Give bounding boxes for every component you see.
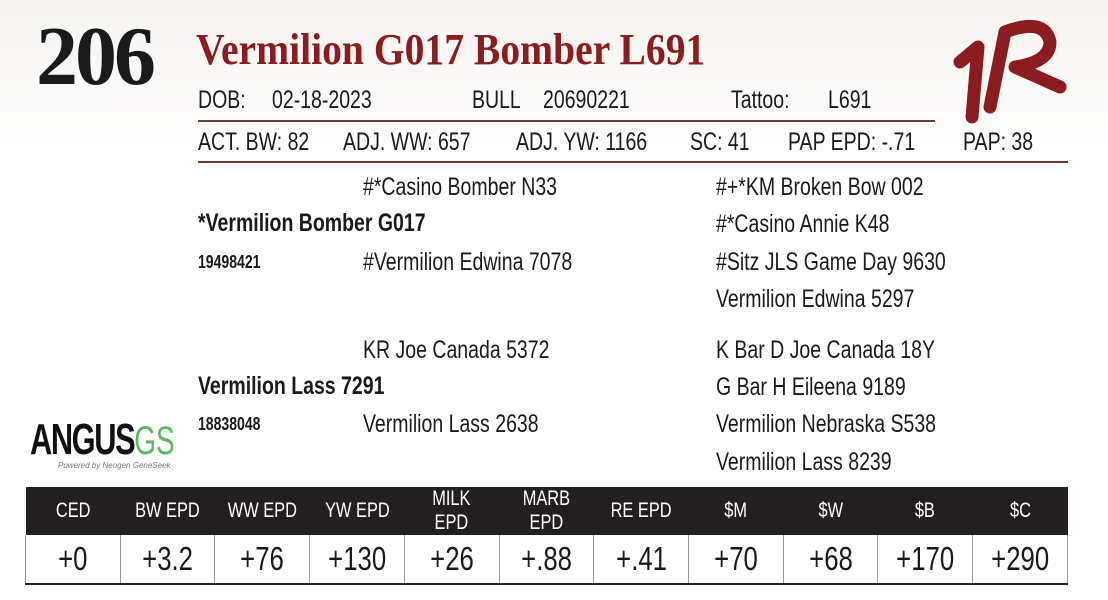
stat-adj-yw: ADJ. YW: 1166 [516, 128, 648, 156]
sire-dam-dam: Vermilion Edwina 5297 [716, 285, 915, 313]
stat-act-bw: ACT. BW: 82 [198, 128, 310, 156]
divider [198, 120, 935, 122]
stat-pap-epd: PAP EPD: -.71 [788, 128, 916, 156]
epd-header: $M [688, 487, 784, 535]
sire-reg: 19498421 [198, 252, 261, 272]
epd-header: $B [877, 487, 973, 535]
tattoo-label: Tattoo: [731, 86, 790, 114]
angus-gs-logo: ANGUSGS Powered by Neogen GeneSeek [30, 415, 237, 470]
epd-value-row: +0 +3.2 +76 +130 +26 +.88 +.41 +70 +68 +… [25, 535, 1068, 585]
epd-value: +3.2 [120, 535, 216, 585]
lot-number: 206 [36, 10, 156, 103]
sex: BULL [472, 86, 521, 114]
epd-value: +26 [404, 535, 500, 585]
dam-reg: 18838048 [198, 414, 261, 434]
epd-value: +70 [688, 535, 784, 585]
epd-value: +290 [972, 535, 1068, 585]
epd-header: MARB EPD [499, 487, 594, 535]
epd-value: +0 [25, 535, 121, 585]
epd-header: YW EPD [309, 487, 405, 535]
vr-brand-logo [953, 19, 1067, 124]
epd-header: MILK EPD [404, 487, 500, 535]
tattoo-value: L691 [828, 86, 872, 114]
divider [198, 161, 1068, 163]
epd-header-row: CED BW EPD WW EPD YW EPD MILK EPD MARB E… [25, 487, 1068, 535]
dam-dam: Vermilion Lass 2638 [363, 410, 539, 438]
epd-header: $C [972, 487, 1068, 535]
angus-tagline: Powered by Neogen GeneSeek [58, 461, 171, 470]
dam-sire-sire: K Bar D Joe Canada 18Y [716, 336, 935, 364]
gs-logo-text: GS [134, 419, 175, 463]
epd-value: +.41 [593, 535, 690, 585]
epd-value: +.88 [499, 535, 595, 585]
dam-sire-dam: G Bar H Eileena 9189 [716, 373, 906, 401]
epd-header: RE EPD [593, 487, 689, 535]
sire-name: *Vermilion Bomber G017 [198, 209, 426, 237]
epd-header: $W [783, 487, 878, 535]
stat-pap: PAP: 38 [963, 128, 1034, 156]
sire-dam-sire: #Sitz JLS Game Day 9630 [716, 248, 946, 276]
dob-value: 02-18-2023 [272, 86, 372, 114]
epd-header: BW EPD [120, 487, 215, 535]
stat-adj-ww: ADJ. WW: 657 [343, 128, 471, 156]
sire-dam: #Vermilion Edwina 7078 [363, 248, 573, 276]
animal-name: Vermilion G017 Bomber L691 [196, 25, 706, 74]
dam-name: Vermilion Lass 7291 [198, 372, 385, 400]
stat-sc: SC: 41 [690, 128, 750, 156]
registration-number: 20690221 [543, 86, 630, 114]
dam-sire: KR Joe Canada 5372 [363, 336, 550, 364]
epd-header: CED [25, 487, 121, 535]
dam-dam-dam: Vermilion Lass 8239 [716, 448, 892, 476]
sire-sire: #*Casino Bomber N33 [363, 173, 558, 201]
epd-value: +68 [783, 535, 879, 585]
epd-value: +130 [309, 535, 405, 585]
angus-logo-text: ANGUS [30, 415, 136, 464]
dob-label: DOB: [198, 86, 246, 114]
dam-dam-sire: Vermilion Nebraska S538 [716, 410, 937, 438]
sire-sire-dam: #*Casino Annie K48 [716, 210, 890, 238]
epd-header: WW EPD [214, 487, 310, 535]
epd-value: +170 [877, 535, 974, 585]
epd-value: +76 [214, 535, 311, 585]
sire-sire-sire: #+*KM Broken Bow 002 [716, 173, 924, 201]
epd-table: CED BW EPD WW EPD YW EPD MILK EPD MARB E… [25, 487, 1068, 585]
